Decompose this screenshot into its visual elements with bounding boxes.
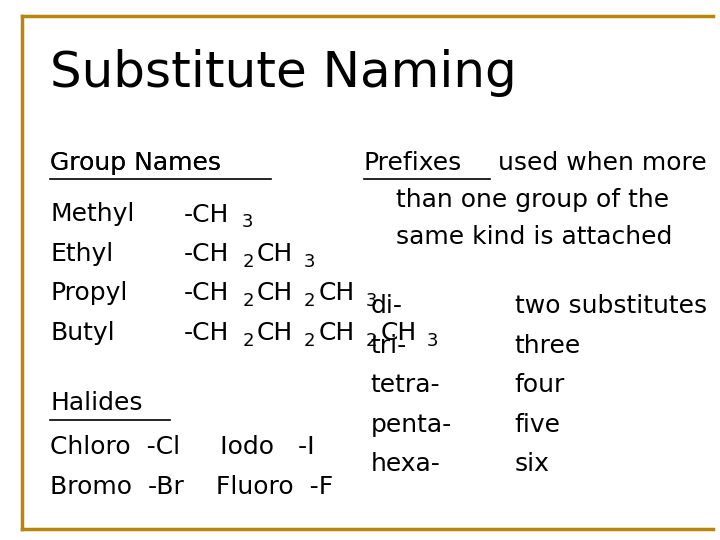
Text: Halides: Halides <box>50 392 143 415</box>
Text: 2: 2 <box>304 332 315 349</box>
Text: CH: CH <box>257 242 293 266</box>
Text: tetra-: tetra- <box>371 373 441 397</box>
Text: four: four <box>515 373 565 397</box>
Text: 3: 3 <box>365 292 377 310</box>
Text: than one group of the: than one group of the <box>396 188 669 212</box>
Text: -CH: -CH <box>184 242 229 266</box>
Text: Ethyl: Ethyl <box>50 242 114 266</box>
Text: six: six <box>515 452 549 476</box>
Text: CH: CH <box>380 321 416 345</box>
Text: 3: 3 <box>304 253 315 271</box>
Text: CH: CH <box>319 321 355 345</box>
Text: CH: CH <box>257 321 293 345</box>
Text: CH: CH <box>257 281 293 305</box>
Text: -CH: -CH <box>184 321 229 345</box>
Text: 3: 3 <box>242 213 253 231</box>
Text: 3: 3 <box>427 332 438 349</box>
Text: 2: 2 <box>304 292 315 310</box>
Text: Butyl: Butyl <box>50 321 115 345</box>
Text: 2: 2 <box>242 253 253 271</box>
Text: hexa-: hexa- <box>371 452 441 476</box>
Text: di-: di- <box>371 294 402 318</box>
Text: Prefixes: Prefixes <box>364 151 462 175</box>
Text: 2: 2 <box>242 332 253 349</box>
Text: Propyl: Propyl <box>50 281 127 305</box>
Text: CH: CH <box>319 281 355 305</box>
Text: 2: 2 <box>242 292 253 310</box>
Text: penta-: penta- <box>371 413 452 436</box>
Text: Chloro  -Cl     Iodo   -I: Chloro -Cl Iodo -I <box>50 435 315 458</box>
Text: five: five <box>515 413 561 436</box>
Text: tri-: tri- <box>371 334 407 357</box>
Text: -CH: -CH <box>184 202 229 226</box>
Text: same kind is attached: same kind is attached <box>396 225 672 248</box>
Text: Group Names: Group Names <box>50 151 222 175</box>
Text: used when more: used when more <box>490 151 707 175</box>
Text: Bromo  -Br    Fluoro  -F: Bromo -Br Fluoro -F <box>50 475 333 499</box>
Text: 2: 2 <box>365 332 377 349</box>
Text: Methyl: Methyl <box>50 202 135 226</box>
Text: two substitutes: two substitutes <box>515 294 707 318</box>
Text: three: three <box>515 334 581 357</box>
Text: Group Names: Group Names <box>0 539 1 540</box>
Text: Substitute Naming: Substitute Naming <box>50 49 517 97</box>
Text: -CH: -CH <box>184 281 229 305</box>
Text: Group Names: Group Names <box>50 151 222 175</box>
